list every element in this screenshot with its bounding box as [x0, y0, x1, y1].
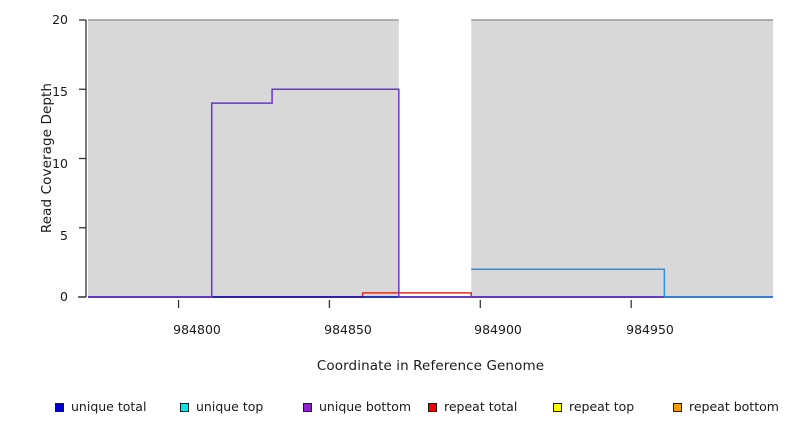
- y-tick-label: 0: [60, 289, 68, 304]
- legend-swatch-icon: [428, 402, 437, 412]
- series-blue-step-block: [471, 268, 773, 298]
- legend-item-repeat-total[interactable]: repeat total: [428, 399, 517, 415]
- legend-label: repeat bottom: [689, 398, 779, 414]
- legend-swatch-icon: [180, 402, 189, 412]
- legend-label: repeat total: [444, 398, 518, 414]
- legend-label: unique bottom: [319, 398, 412, 414]
- shaded-repeat-bands: [88, 19, 773, 297]
- legend-swatch-icon: [553, 402, 562, 412]
- axis-lines: [78, 19, 632, 308]
- y-tick-label: 10: [52, 156, 68, 171]
- legend-label: unique total: [71, 398, 147, 414]
- y-tick-label: 5: [60, 228, 68, 243]
- legend-item-unique-bottom[interactable]: unique bottom: [303, 399, 411, 415]
- legend-swatch-icon: [303, 402, 312, 412]
- legend-swatch-icon: [55, 402, 64, 412]
- legend-label: repeat top: [569, 398, 635, 414]
- x-tick-label: 984950: [626, 322, 674, 337]
- legend-item-unique-total[interactable]: unique total: [55, 399, 146, 415]
- x-axis-title: Coordinate in Reference Genome: [316, 358, 545, 374]
- legend-item-unique-top[interactable]: unique top: [180, 399, 263, 415]
- legend-swatch-icon: [673, 402, 682, 412]
- data-series-group: [88, 88, 773, 298]
- series-unique-bottom: [88, 88, 773, 298]
- legend-item-repeat-top[interactable]: repeat top: [553, 399, 634, 415]
- legend-label: unique top: [196, 398, 264, 414]
- y-tick-label: 15: [52, 84, 68, 99]
- x-tick-label: 984800: [173, 322, 221, 337]
- y-axis-tick-labels: 20 15 10 5 0: [40, 0, 68, 310]
- chart-legend: unique total unique top unique bottom re…: [0, 399, 792, 419]
- y-tick-label: 20: [52, 12, 68, 27]
- x-tick-label: 984850: [324, 322, 372, 337]
- legend-item-repeat-bottom[interactable]: repeat bottom: [673, 399, 779, 415]
- x-tick-label: 984900: [474, 322, 522, 337]
